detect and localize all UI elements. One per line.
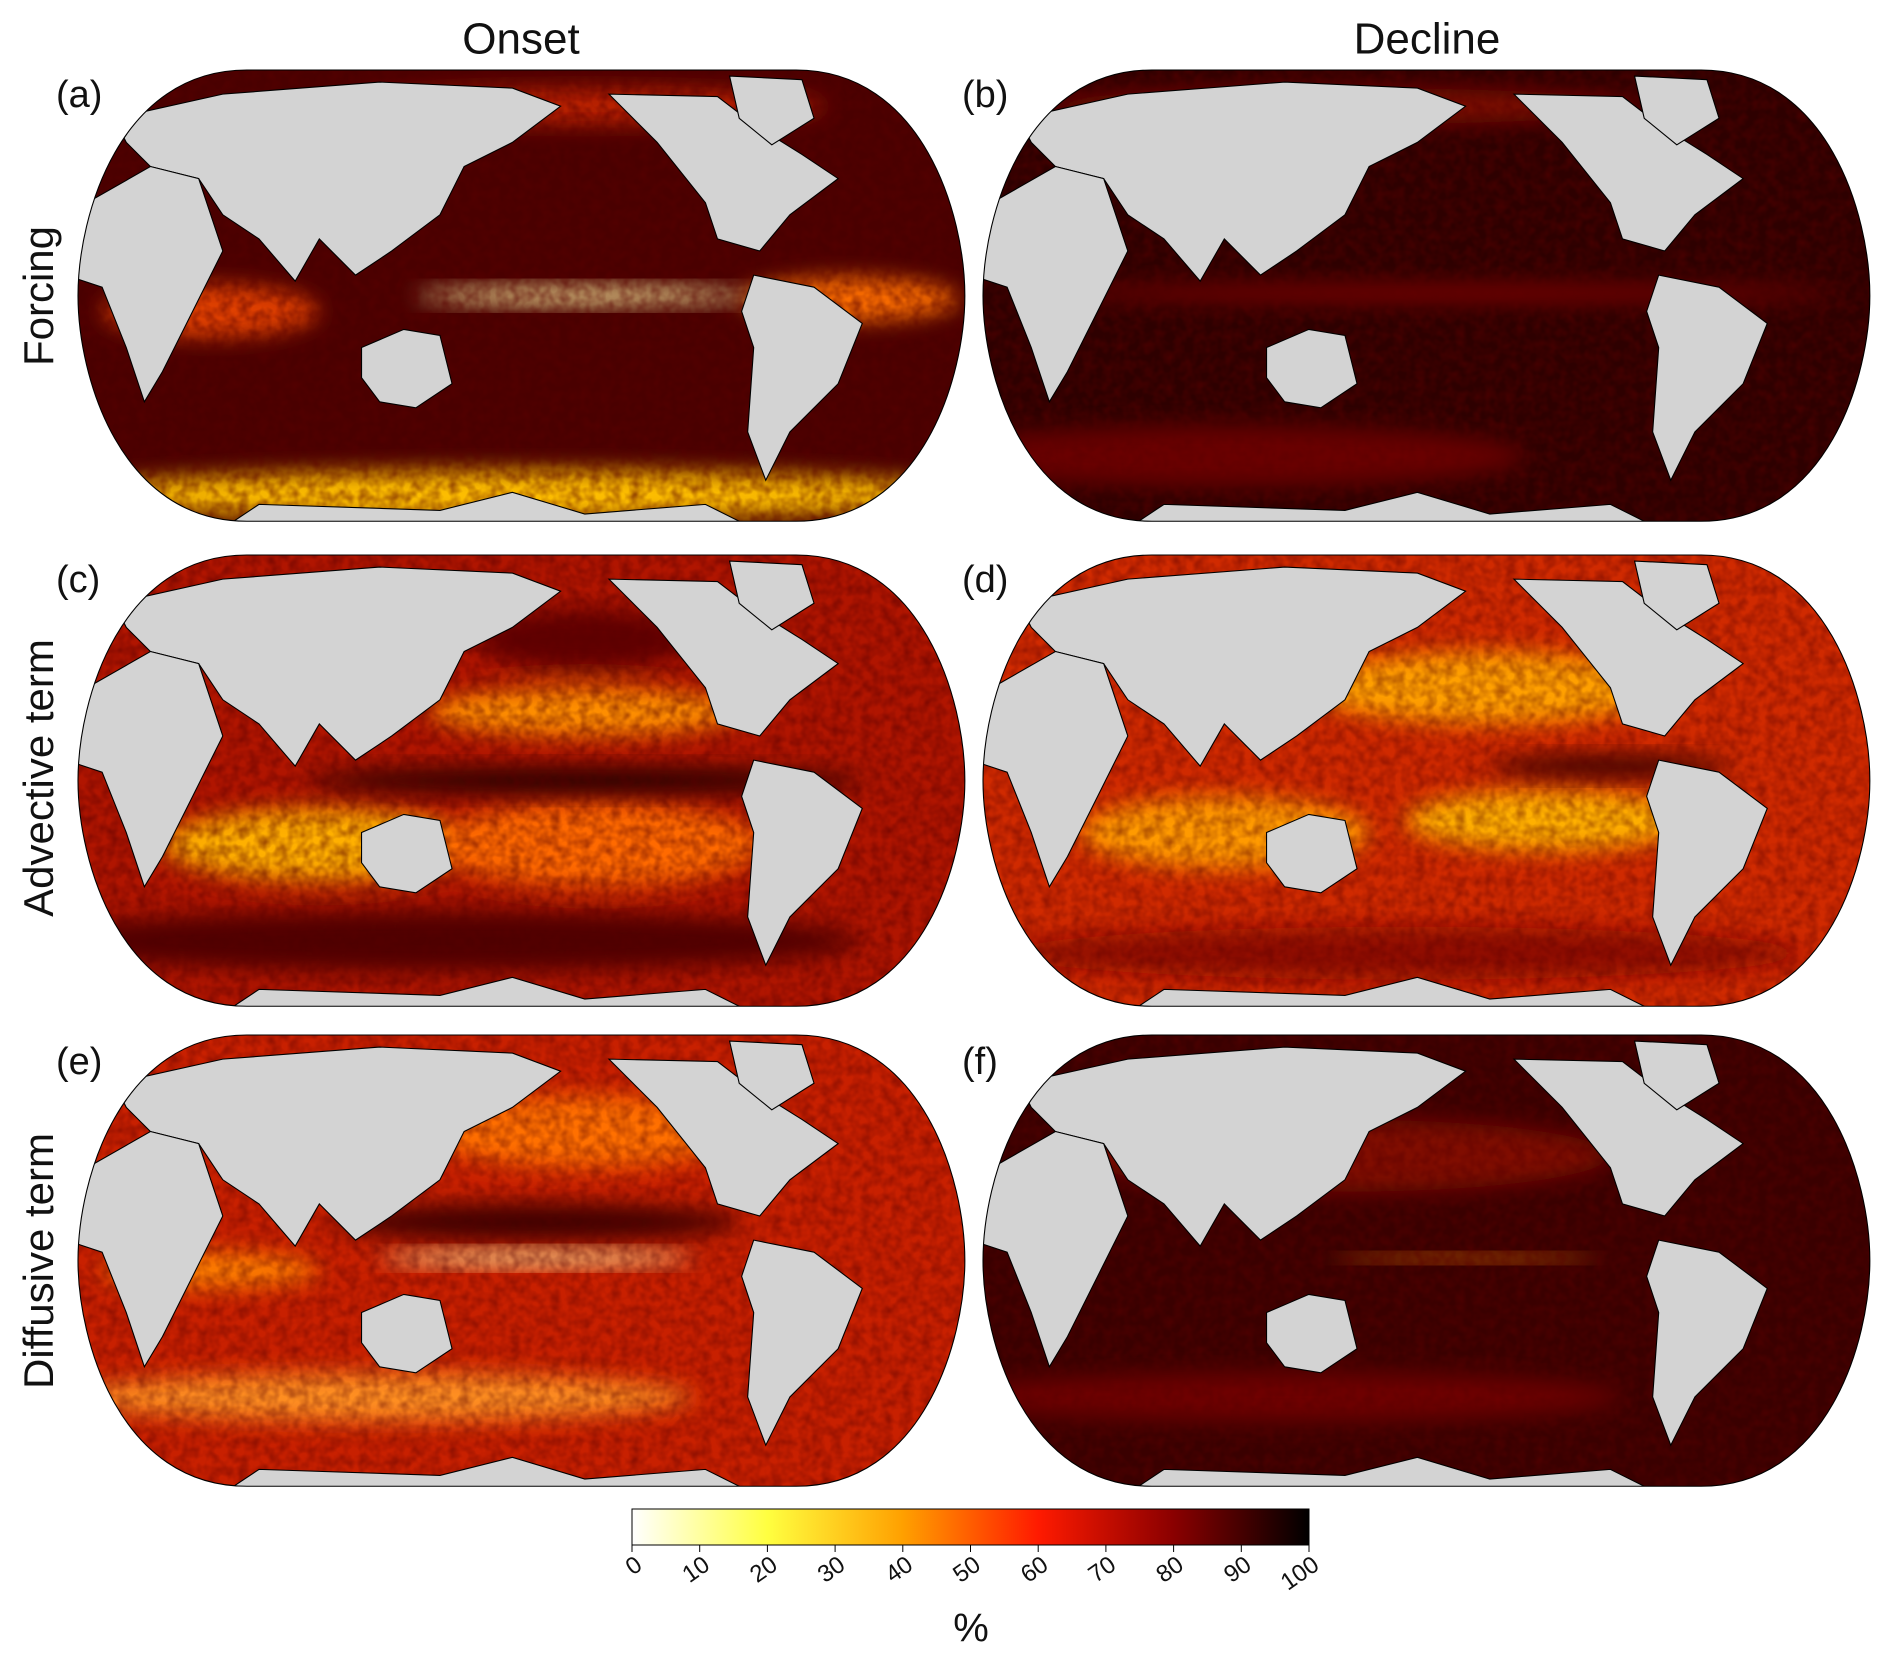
- colorbar-tick-label: 90: [1219, 1551, 1256, 1588]
- row-label: Diffusive term: [15, 1133, 62, 1389]
- column-title: Decline: [1354, 15, 1501, 64]
- column-title: Onset: [462, 15, 579, 64]
- map-panel: [77, 69, 966, 522]
- panel-label: (d): [962, 559, 1008, 601]
- map-panel: [982, 69, 1871, 522]
- panel-label: (b): [962, 74, 1008, 116]
- colorbar-tick-label: 40: [881, 1551, 918, 1588]
- row-label: Forcing: [15, 226, 62, 366]
- panel-label: (c): [56, 559, 100, 601]
- colorbar-tick-label: 100: [1276, 1551, 1324, 1596]
- panel-label: (e): [56, 1041, 102, 1083]
- panel-label: (a): [56, 74, 102, 116]
- colorbar-tick-label: 10: [677, 1551, 714, 1588]
- colorbar-label: %: [953, 1607, 989, 1651]
- colorbar-tick-label: 70: [1084, 1551, 1121, 1588]
- colorbar-tick-label: 80: [1151, 1551, 1188, 1588]
- colorbar-tick-label: 0: [621, 1551, 647, 1581]
- map-panel: [77, 554, 966, 1007]
- colorbar-tick-label: 60: [1016, 1551, 1053, 1588]
- colorbar-tick-label: 20: [745, 1551, 782, 1588]
- map-panel: [982, 554, 1871, 1007]
- colorbar: [631, 1508, 1310, 1546]
- map-panel: [982, 1034, 1871, 1487]
- map-panel: [77, 1034, 966, 1487]
- colorbar-tick-label: 50: [948, 1551, 985, 1588]
- row-label: Advective term: [15, 639, 62, 917]
- panel-label: (f): [962, 1041, 998, 1083]
- colorbar-tick-label: 30: [813, 1551, 850, 1588]
